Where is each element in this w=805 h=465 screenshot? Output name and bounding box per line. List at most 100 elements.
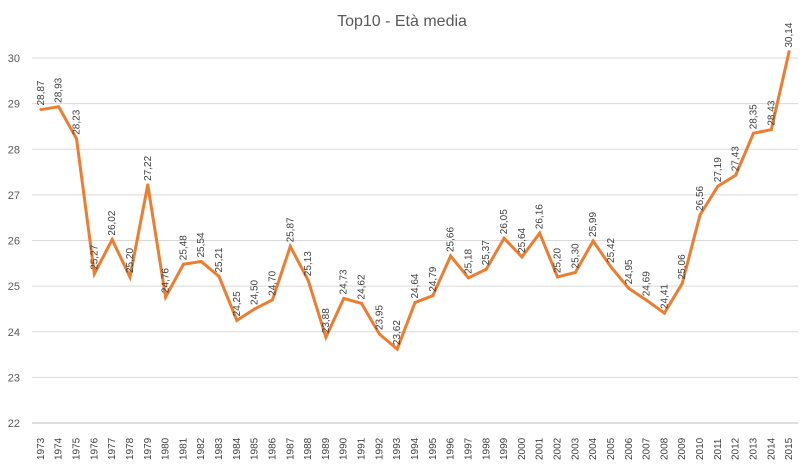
data-label: 28,87: [36, 80, 47, 105]
data-point: [199, 259, 203, 263]
data-point: [342, 296, 346, 300]
x-tick-label: 1988: [303, 437, 314, 460]
data-point: [609, 265, 613, 269]
data-label: 28,35: [748, 104, 759, 129]
data-point: [324, 335, 328, 339]
x-tick-label: 2014: [766, 437, 777, 460]
x-tick-label: 1984: [232, 437, 243, 460]
x-tick-label: 2009: [677, 437, 688, 460]
data-label: 28,43: [766, 100, 777, 125]
x-tick-label: 1987: [285, 437, 296, 460]
data-label: 24,70: [267, 270, 278, 295]
x-tick-label: 1990: [339, 437, 350, 460]
data-label: 25,13: [303, 251, 314, 276]
y-tick-label: 29: [8, 99, 20, 111]
data-label: 26,16: [535, 204, 546, 229]
x-axis: 1973 1974 1975 1976 1977 1978 1979 1980 1981 1982…: [36, 437, 795, 460]
data-point: [716, 184, 720, 188]
data-point: [75, 137, 79, 141]
data-label: 28,93: [54, 77, 65, 102]
x-tick-label: 1999: [499, 437, 510, 460]
data-label: 25,99: [588, 211, 599, 236]
data-label: 25,21: [214, 247, 225, 272]
data-point: [484, 267, 488, 271]
x-tick-label: 2012: [731, 437, 742, 460]
data-point: [627, 286, 631, 290]
y-tick-label: 28: [8, 144, 20, 156]
x-tick-label: 2002: [553, 437, 564, 460]
y-tick-label: 24: [8, 327, 20, 339]
data-point: [734, 173, 738, 177]
data-point: [431, 294, 435, 298]
x-tick-label: 1994: [410, 437, 421, 460]
data-point: [253, 307, 257, 311]
x-tick-label: 2004: [588, 437, 599, 460]
data-point: [556, 275, 560, 279]
data-point: [449, 254, 453, 258]
data-labels: 28,87 28,93 28,23 25,27 26,02 25,20 27,22 24,76…: [36, 22, 795, 345]
data-point: [128, 275, 132, 279]
x-tick-label: 1976: [89, 437, 100, 460]
data-point: [92, 272, 96, 276]
x-tick-label: 1974: [54, 437, 65, 460]
data-label: 25,66: [446, 227, 457, 252]
y-tick-label: 27: [8, 190, 20, 202]
data-label: 25,20: [553, 248, 564, 273]
data-point: [751, 131, 755, 135]
data-point: [538, 231, 542, 235]
data-label: 25,27: [89, 244, 100, 269]
data-point: [39, 108, 43, 112]
data-label: 27,43: [731, 146, 742, 171]
x-tick-label: 1980: [161, 437, 172, 460]
data-label: 23,88: [321, 308, 332, 333]
data-point: [164, 295, 168, 299]
data-point: [662, 311, 666, 315]
data-label: 26,02: [107, 210, 118, 235]
data-label: 23,62: [392, 320, 403, 345]
data-point: [110, 238, 114, 242]
data-label: 24,79: [428, 266, 439, 291]
data-point: [466, 276, 470, 280]
data-label: 24,25: [232, 291, 243, 316]
data-point: [270, 298, 274, 302]
data-label: 25,42: [606, 237, 617, 262]
x-tick-label: 2001: [535, 437, 546, 460]
data-label: 24,50: [250, 279, 261, 304]
data-label: 24,95: [624, 259, 635, 284]
data-label: 23,95: [374, 305, 385, 330]
y-axis: 22 23 24 25 26 27 28 29 30: [8, 53, 20, 430]
y-tick-label: 26: [8, 236, 20, 248]
x-tick-label: 1995: [428, 437, 439, 460]
data-label: 25,87: [285, 217, 296, 242]
data-label: 26,05: [499, 209, 510, 234]
x-tick-label: 1997: [463, 437, 474, 460]
y-tick-label: 30: [8, 53, 20, 65]
data-point: [235, 318, 239, 322]
data-point: [413, 301, 417, 305]
x-tick-label: 2007: [642, 437, 653, 460]
data-point: [787, 50, 791, 54]
data-point: [645, 298, 649, 302]
data-point: [288, 244, 292, 248]
x-tick-label: 1979: [143, 437, 154, 460]
data-point: [306, 278, 310, 282]
data-label: 25,06: [677, 254, 688, 279]
data-label: 30,14: [784, 22, 795, 47]
data-label: 26,56: [695, 185, 706, 210]
data-point: [181, 262, 185, 266]
x-tick-label: 1989: [321, 437, 332, 460]
data-point: [520, 255, 524, 259]
data-label: 25,20: [125, 248, 136, 273]
x-tick-label: 1981: [178, 437, 189, 460]
data-label: 25,18: [463, 248, 474, 273]
data-label: 25,30: [570, 243, 581, 268]
x-tick-label: 2005: [606, 437, 617, 460]
x-tick-label: 1986: [267, 437, 278, 460]
x-tick-label: 1998: [481, 437, 492, 460]
x-tick-label: 1991: [357, 437, 368, 460]
x-tick-label: 1978: [125, 437, 136, 460]
y-tick-label: 22: [8, 418, 20, 430]
data-label: 28,23: [72, 109, 83, 134]
